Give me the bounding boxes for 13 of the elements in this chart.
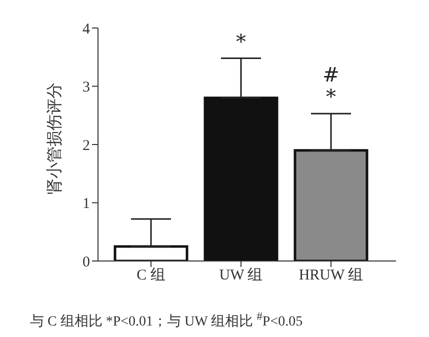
y-tick-label: 2 <box>82 138 90 154</box>
x-tick-label: HRUW 组 <box>298 266 364 284</box>
text: 与 C 组相比 *P<0.01；与 UW 组相比 $^{#}$P<0.05 <box>30 310 304 331</box>
annotation: * <box>236 29 246 54</box>
y-tick-label: 3 <box>82 80 90 96</box>
annotation: # <box>322 62 340 87</box>
y-axis-title: 肾小管损伤评分 <box>44 82 64 194</box>
y-tick-label: 4 <box>82 21 90 38</box>
x-tick-label: UW 组 <box>219 266 263 284</box>
y-tick-label: 0 <box>82 254 90 270</box>
y-tick-label: 1 <box>82 196 90 212</box>
annotation: * <box>326 84 336 109</box>
x-tick-label: C 组 <box>136 266 166 284</box>
